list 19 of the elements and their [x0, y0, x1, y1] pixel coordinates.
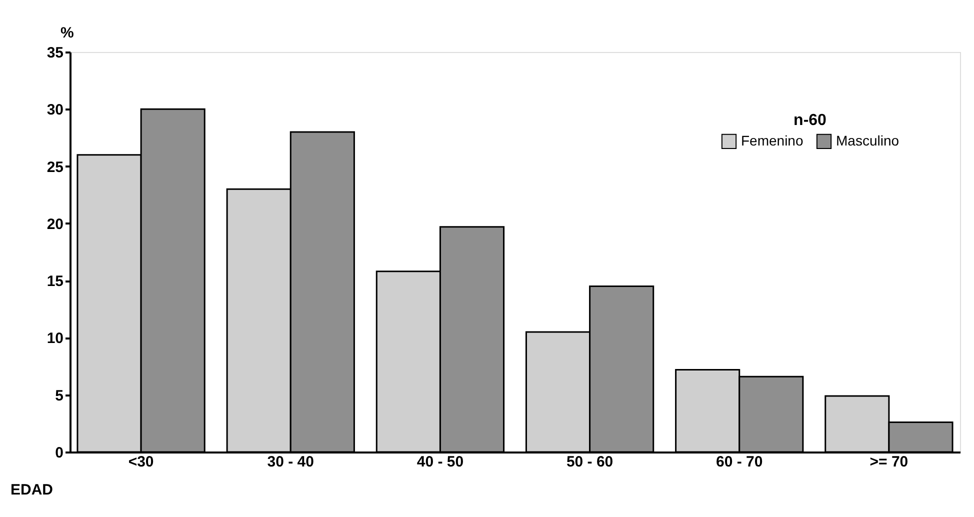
y-tick-label: 25	[46, 158, 64, 176]
x-tick-label: 40 - 50	[416, 454, 464, 470]
x-tick-label: 60 - 70	[716, 454, 763, 470]
y-tick-label: 0	[55, 444, 64, 462]
y-tick-label: 10	[46, 330, 64, 348]
x-axis-title: EDAD	[10, 482, 54, 498]
legend-title: n-60	[794, 112, 827, 129]
legend-label: Femenino	[741, 132, 804, 148]
y-tick-label: 35	[46, 44, 64, 62]
x-tick-label: 30 - 40	[267, 454, 314, 470]
y-tick-label: 15	[46, 273, 64, 290]
x-tick-label: 50 - 60	[566, 454, 614, 470]
y-axis-title: %	[60, 24, 74, 42]
x-tick-label: >= 70	[870, 454, 908, 470]
x-tick-label: <30	[128, 454, 154, 470]
y-tick-label: 30	[46, 102, 64, 119]
y-tick-label: 20	[46, 216, 64, 233]
legend-label: Masculino	[836, 132, 900, 148]
y-tick-label: 5	[55, 387, 64, 404]
